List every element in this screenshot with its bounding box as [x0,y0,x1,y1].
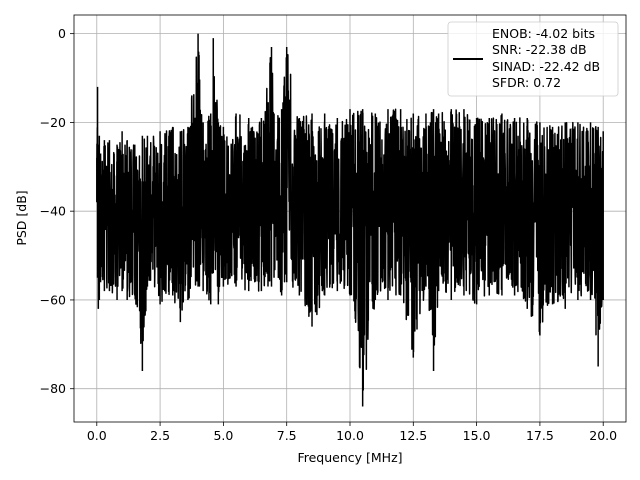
y-tick-label: −20 [40,115,66,130]
series-psd [96,33,604,407]
x-tick-label: 12.5 [399,428,427,443]
legend-sfdr: SFDR: 0.72 [492,75,561,90]
x-tick-label: 10.0 [336,428,364,443]
x-tick-label: 5.0 [213,428,233,443]
x-axis-ticks: 0.0 2.5 5.0 7.5 10.0 12.5 15.0 17.5 20.0 [87,422,617,443]
y-tick-label: −80 [40,381,66,396]
y-tick-label: −60 [40,292,66,307]
y-tick-label: −40 [40,204,66,219]
legend-box [447,21,619,97]
legend-sinad: SINAD: -22.42 dB [492,59,600,74]
x-tick-label: 2.5 [150,428,170,443]
x-tick-label: 7.5 [277,428,297,443]
legend-enob: ENOB: -4.02 bits [492,26,595,41]
legend: ENOB: -4.02 bits SNR: -22.38 dB SINAD: -… [447,21,619,97]
y-tick-label: 0 [58,26,66,41]
x-tick-label: 17.5 [526,428,554,443]
x-tick-label: 0.0 [87,428,107,443]
y-axis-label: PSD [dB] [14,190,29,245]
psd-series-line [96,33,604,407]
y-axis-ticks: 0 −20 −40 −60 −80 [40,26,74,396]
legend-snr: SNR: -22.38 dB [492,42,587,57]
x-tick-label: 20.0 [589,428,617,443]
x-tick-label: 15.0 [463,428,491,443]
x-axis-label: Frequency [MHz] [297,450,402,465]
